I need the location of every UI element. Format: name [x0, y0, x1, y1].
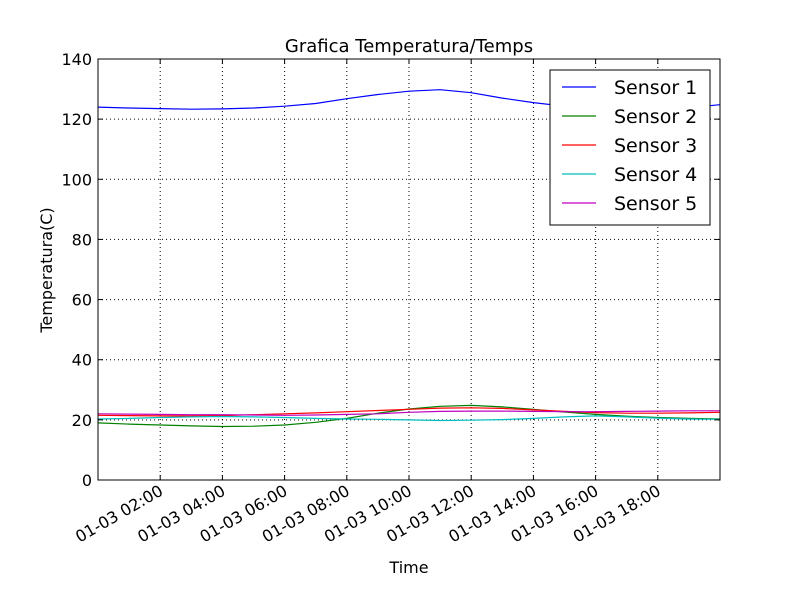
- y-tick-label: 120: [61, 110, 92, 129]
- legend-box: [549, 69, 711, 226]
- y-tick-label: 20: [72, 411, 92, 430]
- y-tick-label: 40: [72, 351, 92, 370]
- legend-label: Sensor 2: [614, 106, 697, 128]
- y-tick-label: 100: [61, 170, 92, 189]
- series-line-sensor-5: [97, 410, 720, 416]
- legend-label: Sensor 4: [614, 164, 697, 186]
- y-axis-title: Temperatura(C): [37, 207, 56, 333]
- y-tick-label: 80: [72, 230, 92, 249]
- legend: Sensor 1 Sensor 2 Sensor 3 Sensor 4 Sensor 5: [549, 69, 711, 226]
- legend-label: Sensor 3: [614, 135, 697, 157]
- series-line-sensor-3: [97, 407, 721, 417]
- y-tick-label: 60: [72, 291, 92, 310]
- y-tick-label: 0: [82, 471, 92, 490]
- x-axis-title: Time: [388, 558, 428, 577]
- chart-title: Grafica Temperatura/Temps: [285, 36, 533, 57]
- legend-label: Sensor 1: [614, 77, 697, 99]
- legend-label: Sensor 5: [614, 193, 697, 215]
- y-tick-label: 140: [61, 50, 92, 69]
- series-line-sensor-4: [97, 415, 721, 422]
